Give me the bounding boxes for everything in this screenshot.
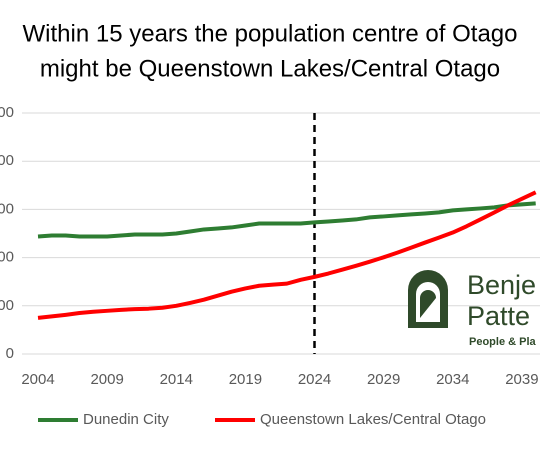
- logo-text: Patte: [467, 301, 530, 331]
- logo: Benje Patte People & Pla: [408, 270, 537, 348]
- x-tick-label: 2009: [90, 371, 123, 388]
- x-tick-label: 2024: [298, 371, 331, 388]
- logo-icon: [420, 290, 436, 318]
- x-tick-label: 2004: [21, 371, 54, 388]
- y-tick-label: 50,000: [0, 297, 14, 314]
- y-tick-label: 250,000: [0, 104, 14, 121]
- y-tick-label: 200,000: [0, 152, 14, 169]
- legend-label: Queenstown Lakes/Central Otago: [260, 411, 486, 428]
- x-tick-label: 2029: [367, 371, 400, 388]
- y-tick-label: 100,000: [0, 249, 14, 266]
- logo-tagline: People & Pla: [469, 336, 537, 348]
- data-line: [37, 190, 537, 320]
- data-line: [37, 201, 536, 239]
- chart-title: might be Queenstown Lakes/Central Otago: [40, 55, 500, 82]
- y-tick-label: 150,000: [0, 200, 14, 217]
- x-tick-label: 2039: [505, 371, 538, 388]
- chart-title: Within 15 years the population centre of…: [23, 20, 518, 47]
- logo-text: Benje: [467, 270, 536, 300]
- x-tick-label: 2014: [160, 371, 193, 388]
- x-tick-label: 2019: [229, 371, 262, 388]
- y-tick-label: 0: [6, 345, 14, 362]
- x-tick-label: 2034: [436, 371, 469, 388]
- legend-label: Dunedin City: [83, 411, 169, 428]
